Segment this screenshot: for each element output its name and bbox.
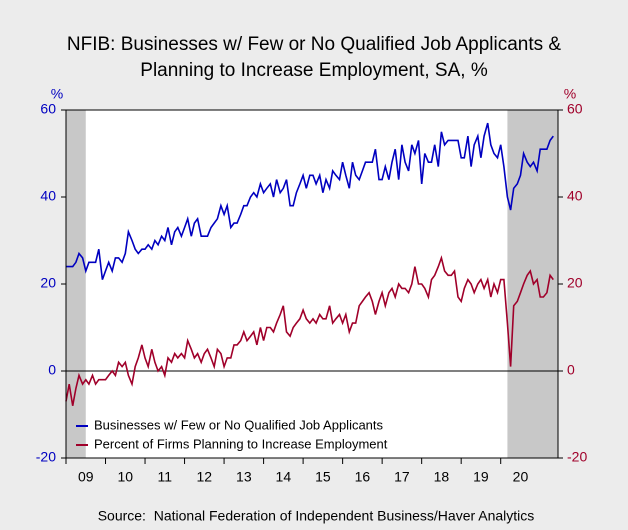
legend-label: Percent of Firms Planning to Increase Em… [94,436,388,451]
x-tick-label: 16 [355,469,371,485]
x-tick-label: 11 [158,469,173,485]
x-tick-label: 14 [276,469,292,485]
y2-tick-label: 60 [567,101,583,117]
y2-tick-label: -20 [567,449,587,465]
x-tick-label: 09 [78,469,94,485]
recession-shading [66,110,86,458]
legend-label: Businesses w/ Few or No Qualified Job Ap… [94,417,384,432]
y2-tick-label: 0 [567,362,575,378]
chart-subtitle: Planning to Increase Employment, SA, % [140,60,488,81]
plot-area [66,110,558,458]
y-axis-label: % [51,86,63,102]
x-tick-label: 10 [117,469,133,485]
x-tick-label: 20 [513,469,529,485]
y-tick-label: 40 [40,188,56,204]
series-line [66,122,554,280]
y2-tick-label: 40 [567,188,583,204]
series-line [65,255,554,406]
x-tick-label: 19 [473,469,489,485]
y-tick-label: 20 [40,275,56,291]
chart-title: NFIB: Businesses w/ Few or No Qualified … [67,34,562,55]
source-note: Source: National Federation of Independe… [98,508,535,524]
y-tick-label: 60 [40,101,56,117]
plot-frame [65,109,559,459]
x-tick-label: 15 [315,469,331,485]
x-tick-label: 17 [394,469,410,485]
x-tick-label: 13 [236,469,252,485]
y-tick-label: -20 [36,449,56,465]
y2-axis-label: % [564,86,576,102]
x-tick-label: 18 [434,469,450,485]
y2-tick-label: 20 [567,275,583,291]
y-tick-label: 0 [48,362,56,378]
x-tick-label: 12 [197,469,213,485]
